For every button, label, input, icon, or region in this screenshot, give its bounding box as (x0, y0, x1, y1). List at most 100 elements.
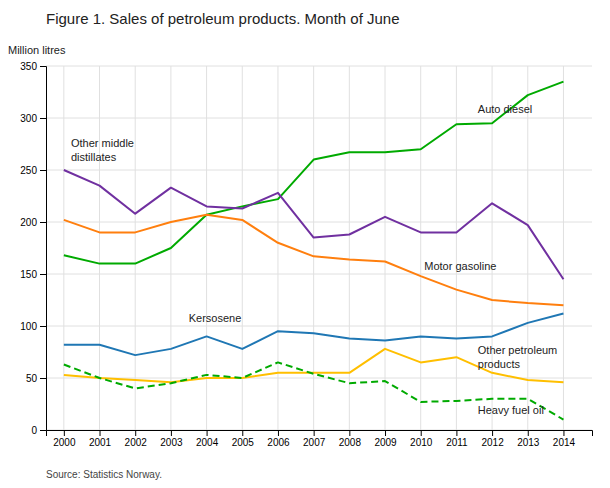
x-tick-mark (242, 430, 243, 436)
x-axis-line (47, 431, 593, 437)
x-tick-label: 2003 (160, 437, 183, 448)
x-tick-label: 2004 (196, 437, 219, 448)
grid-line-y (46, 118, 592, 119)
y-tick-mark (40, 326, 46, 327)
x-tick: 2001 (89, 430, 112, 448)
y-tick-label: 350 (20, 61, 37, 72)
y-tick-label: 50 (26, 373, 38, 384)
plot: 2000 2001 2002 2003 2004 2005 2006 2007 2008 2009… (20, 61, 592, 448)
x-tick-mark (349, 430, 350, 436)
grid-line-x (492, 66, 493, 430)
annotation: Other petroleumproducts (478, 344, 557, 370)
x-tick-mark (64, 430, 65, 436)
x-tick-mark (528, 430, 529, 436)
y-tick-label: 250 (20, 165, 37, 176)
x-tick: 2011 (446, 430, 468, 448)
y-tick-label: 100 (20, 321, 37, 332)
x-tick-label: 2001 (89, 437, 112, 448)
y-tick: 350 (20, 61, 46, 72)
x-tick-label: 2011 (446, 437, 468, 448)
x-tick: 2009 (374, 430, 397, 448)
grid-line-x (456, 66, 457, 430)
x-tick: 2006 (267, 430, 290, 448)
x-tick: 2013 (517, 430, 540, 448)
x-tick: 2010 (410, 430, 433, 448)
grid-line-y (46, 274, 592, 275)
grid-line-x (135, 66, 136, 430)
grid-line-x (277, 66, 278, 430)
y-tick-label: 150 (20, 269, 37, 280)
y-tick-mark (40, 66, 46, 67)
grid (46, 66, 592, 430)
x-tick-label: 2013 (517, 437, 540, 448)
grid-line-x (420, 66, 421, 430)
x-tick-mark (421, 430, 422, 436)
grid-line-x (313, 66, 314, 430)
x-tick-label: 2002 (125, 437, 148, 448)
x-tick-mark (278, 430, 279, 436)
x-tick: 2007 (303, 430, 326, 448)
y-tick-mark (40, 118, 46, 119)
y-tick: 0 (31, 425, 46, 436)
x-tick-label: 2007 (303, 437, 326, 448)
grid-line-y (46, 378, 592, 379)
y-axis: 050100150200250300350 (20, 61, 46, 436)
x-tick-mark (563, 430, 564, 436)
x-tick-mark (135, 430, 136, 436)
y-tick-mark (40, 430, 46, 431)
y-tick: 50 (26, 373, 46, 384)
y-tick-label: 0 (31, 425, 37, 436)
x-tick-mark (492, 430, 493, 436)
annotation: Motor gasoline (424, 260, 496, 272)
x-tick: 2002 (125, 430, 148, 448)
grid-line-x (349, 66, 350, 430)
x-tick-mark (100, 430, 101, 436)
grid-line-x (242, 66, 243, 430)
y-axis-line (40, 67, 47, 431)
annotations: Auto dieselOther middledistillatesMotor … (71, 103, 557, 417)
annotation: Kersosene (189, 312, 242, 324)
grid-line-y (46, 326, 592, 327)
x-tick-label: 2009 (374, 437, 397, 448)
x-tick-mark (207, 430, 208, 436)
y-tick: 100 (20, 321, 46, 332)
y-tick-mark (40, 222, 46, 223)
grid-line-x (99, 66, 100, 430)
series-line (64, 362, 564, 419)
grid-line-x (385, 66, 386, 430)
y-tick-mark (40, 274, 46, 275)
x-tick-mark (314, 430, 315, 436)
x-tick: 2012 (481, 430, 504, 448)
y-tick-label: 300 (20, 113, 37, 124)
grid-line-x (563, 66, 564, 430)
x-tick-mark (171, 430, 172, 436)
x-tick-label: 2006 (267, 437, 290, 448)
series-line (64, 215, 564, 305)
y-tick: 150 (20, 269, 46, 280)
title: Figure 1. Sales of petroleum products. M… (46, 10, 400, 27)
y-tick-mark (40, 378, 46, 379)
x-tick-label: 2008 (339, 437, 362, 448)
x-tick: 2004 (196, 430, 219, 448)
x-tick-label: 2005 (232, 437, 255, 448)
x-axis: 2000 2001 2002 2003 2004 2005 2006 2007 2008 2009… (47, 430, 593, 448)
y-tick-mark (40, 170, 46, 171)
x-tick: 2008 (339, 430, 362, 448)
x-tick: 2000 (53, 430, 76, 448)
x-tick-label: 2000 (53, 437, 76, 448)
grid-line-y (46, 170, 592, 171)
series-line (64, 170, 564, 279)
x-tick-label: 2012 (481, 437, 504, 448)
grid-line-y (46, 66, 592, 67)
x-tick-mark (385, 430, 386, 436)
source: Source: Statistics Norway. (46, 469, 162, 480)
x-tick: 2003 (160, 430, 183, 448)
lines (64, 82, 564, 420)
chart: Figure 1. Sales of petroleum products. M… (0, 0, 610, 488)
annotation: Auto diesel (478, 103, 532, 115)
x-tick: 2005 (232, 430, 255, 448)
x-tick-label: 2014 (553, 437, 576, 448)
y-tick: 250 (20, 165, 46, 176)
x-tick: 2014 (553, 430, 576, 448)
grid-line-y (46, 222, 592, 223)
